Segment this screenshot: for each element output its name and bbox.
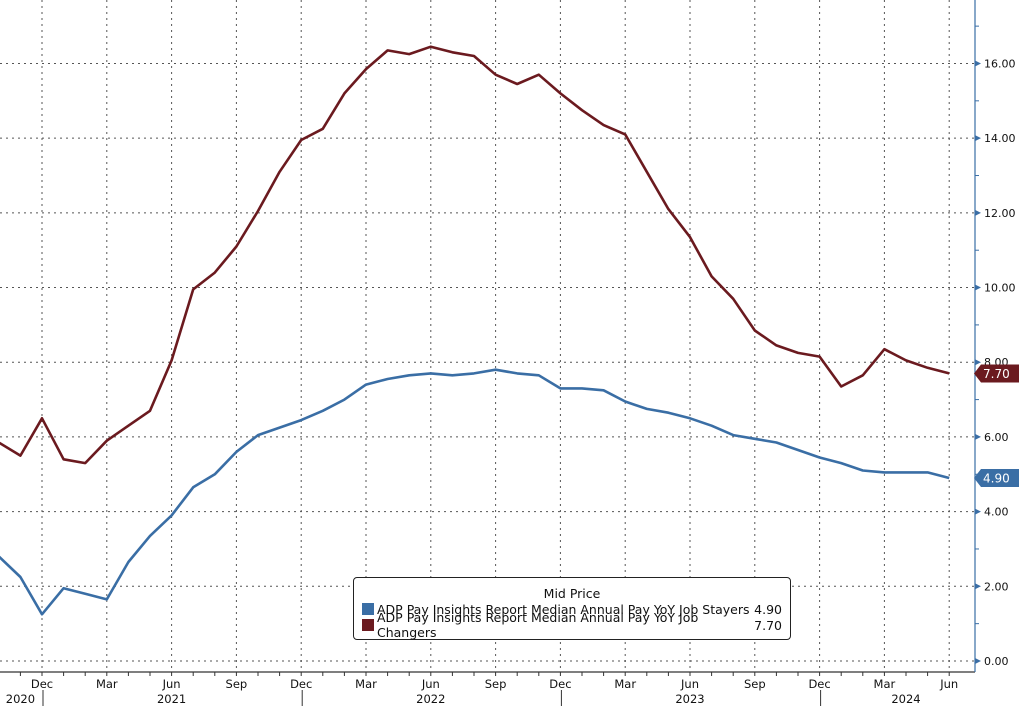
year-label: 2021 [157, 692, 186, 706]
y-tick-marker [975, 284, 981, 291]
legend-swatch-changers [362, 619, 374, 631]
x-tick-label: Jun [162, 677, 181, 691]
y-tick-marker [975, 583, 981, 590]
x-tick-label: Mar [355, 677, 377, 691]
y-tick-marker [975, 60, 981, 67]
year-label: 2022 [416, 692, 445, 706]
legend-label: ADP Pay Insights Report Median Annual Pa… [377, 601, 750, 617]
y-tick-marker [975, 359, 981, 366]
last-value-tag [974, 469, 1019, 488]
y-tick-marker [975, 209, 981, 216]
legend-entry-changers: ADP Pay Insights Report Median Annual Pa… [354, 610, 790, 640]
x-tick-label: Mar [614, 677, 636, 691]
y-tick-label: 2.00 [984, 580, 1009, 593]
y-tick-label: 14.00 [984, 132, 1016, 145]
y-tick-label: 12.00 [984, 207, 1016, 220]
year-label: 2020 [6, 692, 35, 706]
y-tick-marker [975, 135, 981, 142]
y-tick-label: 10.00 [984, 282, 1016, 295]
legend-title: Mid Price [543, 586, 601, 601]
y-tick-label: 0.00 [984, 655, 1009, 668]
x-tick-label: Sep [485, 677, 507, 691]
x-tick-label: Mar [874, 677, 896, 691]
legend-entry-stayers: ADP Pay Insights Report Median Annual Pa… [354, 601, 790, 617]
x-tick-label: Dec [290, 677, 312, 691]
series-line-job-changers [0, 45, 950, 465]
x-tick-label: Dec [808, 677, 830, 691]
legend-value: 4.90 [754, 601, 782, 617]
y-tick-marker [975, 433, 981, 440]
x-tick-label: Sep [744, 677, 766, 691]
x-tick-label: Jun [680, 677, 699, 691]
legend-label: ADP Pay Insights Report Median Annual Pa… [377, 610, 699, 640]
y-tick-label: 4.00 [984, 506, 1009, 519]
y-tick-label: 6.00 [984, 431, 1009, 444]
legend-value: 7.70 [754, 617, 782, 633]
y-tick-label: 16.00 [984, 57, 1016, 70]
legend: Mid Price ADP Pay Insights Report Median… [353, 577, 791, 640]
x-tick-label: Sep [226, 677, 248, 691]
x-tick-label: Jun [939, 677, 958, 691]
last-value-tag [974, 364, 1019, 383]
year-label: 2023 [675, 692, 704, 706]
x-tick-label: Dec [549, 677, 571, 691]
year-label: 2024 [891, 692, 920, 706]
last-value-label: 4.90 [983, 472, 1010, 486]
last-value-label: 7.70 [983, 367, 1010, 381]
x-tick-label: Jun [421, 677, 440, 691]
y-tick-marker [975, 658, 981, 664]
y-tick-marker [975, 508, 981, 515]
x-tick-label: Dec [31, 677, 53, 691]
x-tick-label: Mar [96, 677, 118, 691]
legend-swatch-stayers [362, 603, 374, 615]
